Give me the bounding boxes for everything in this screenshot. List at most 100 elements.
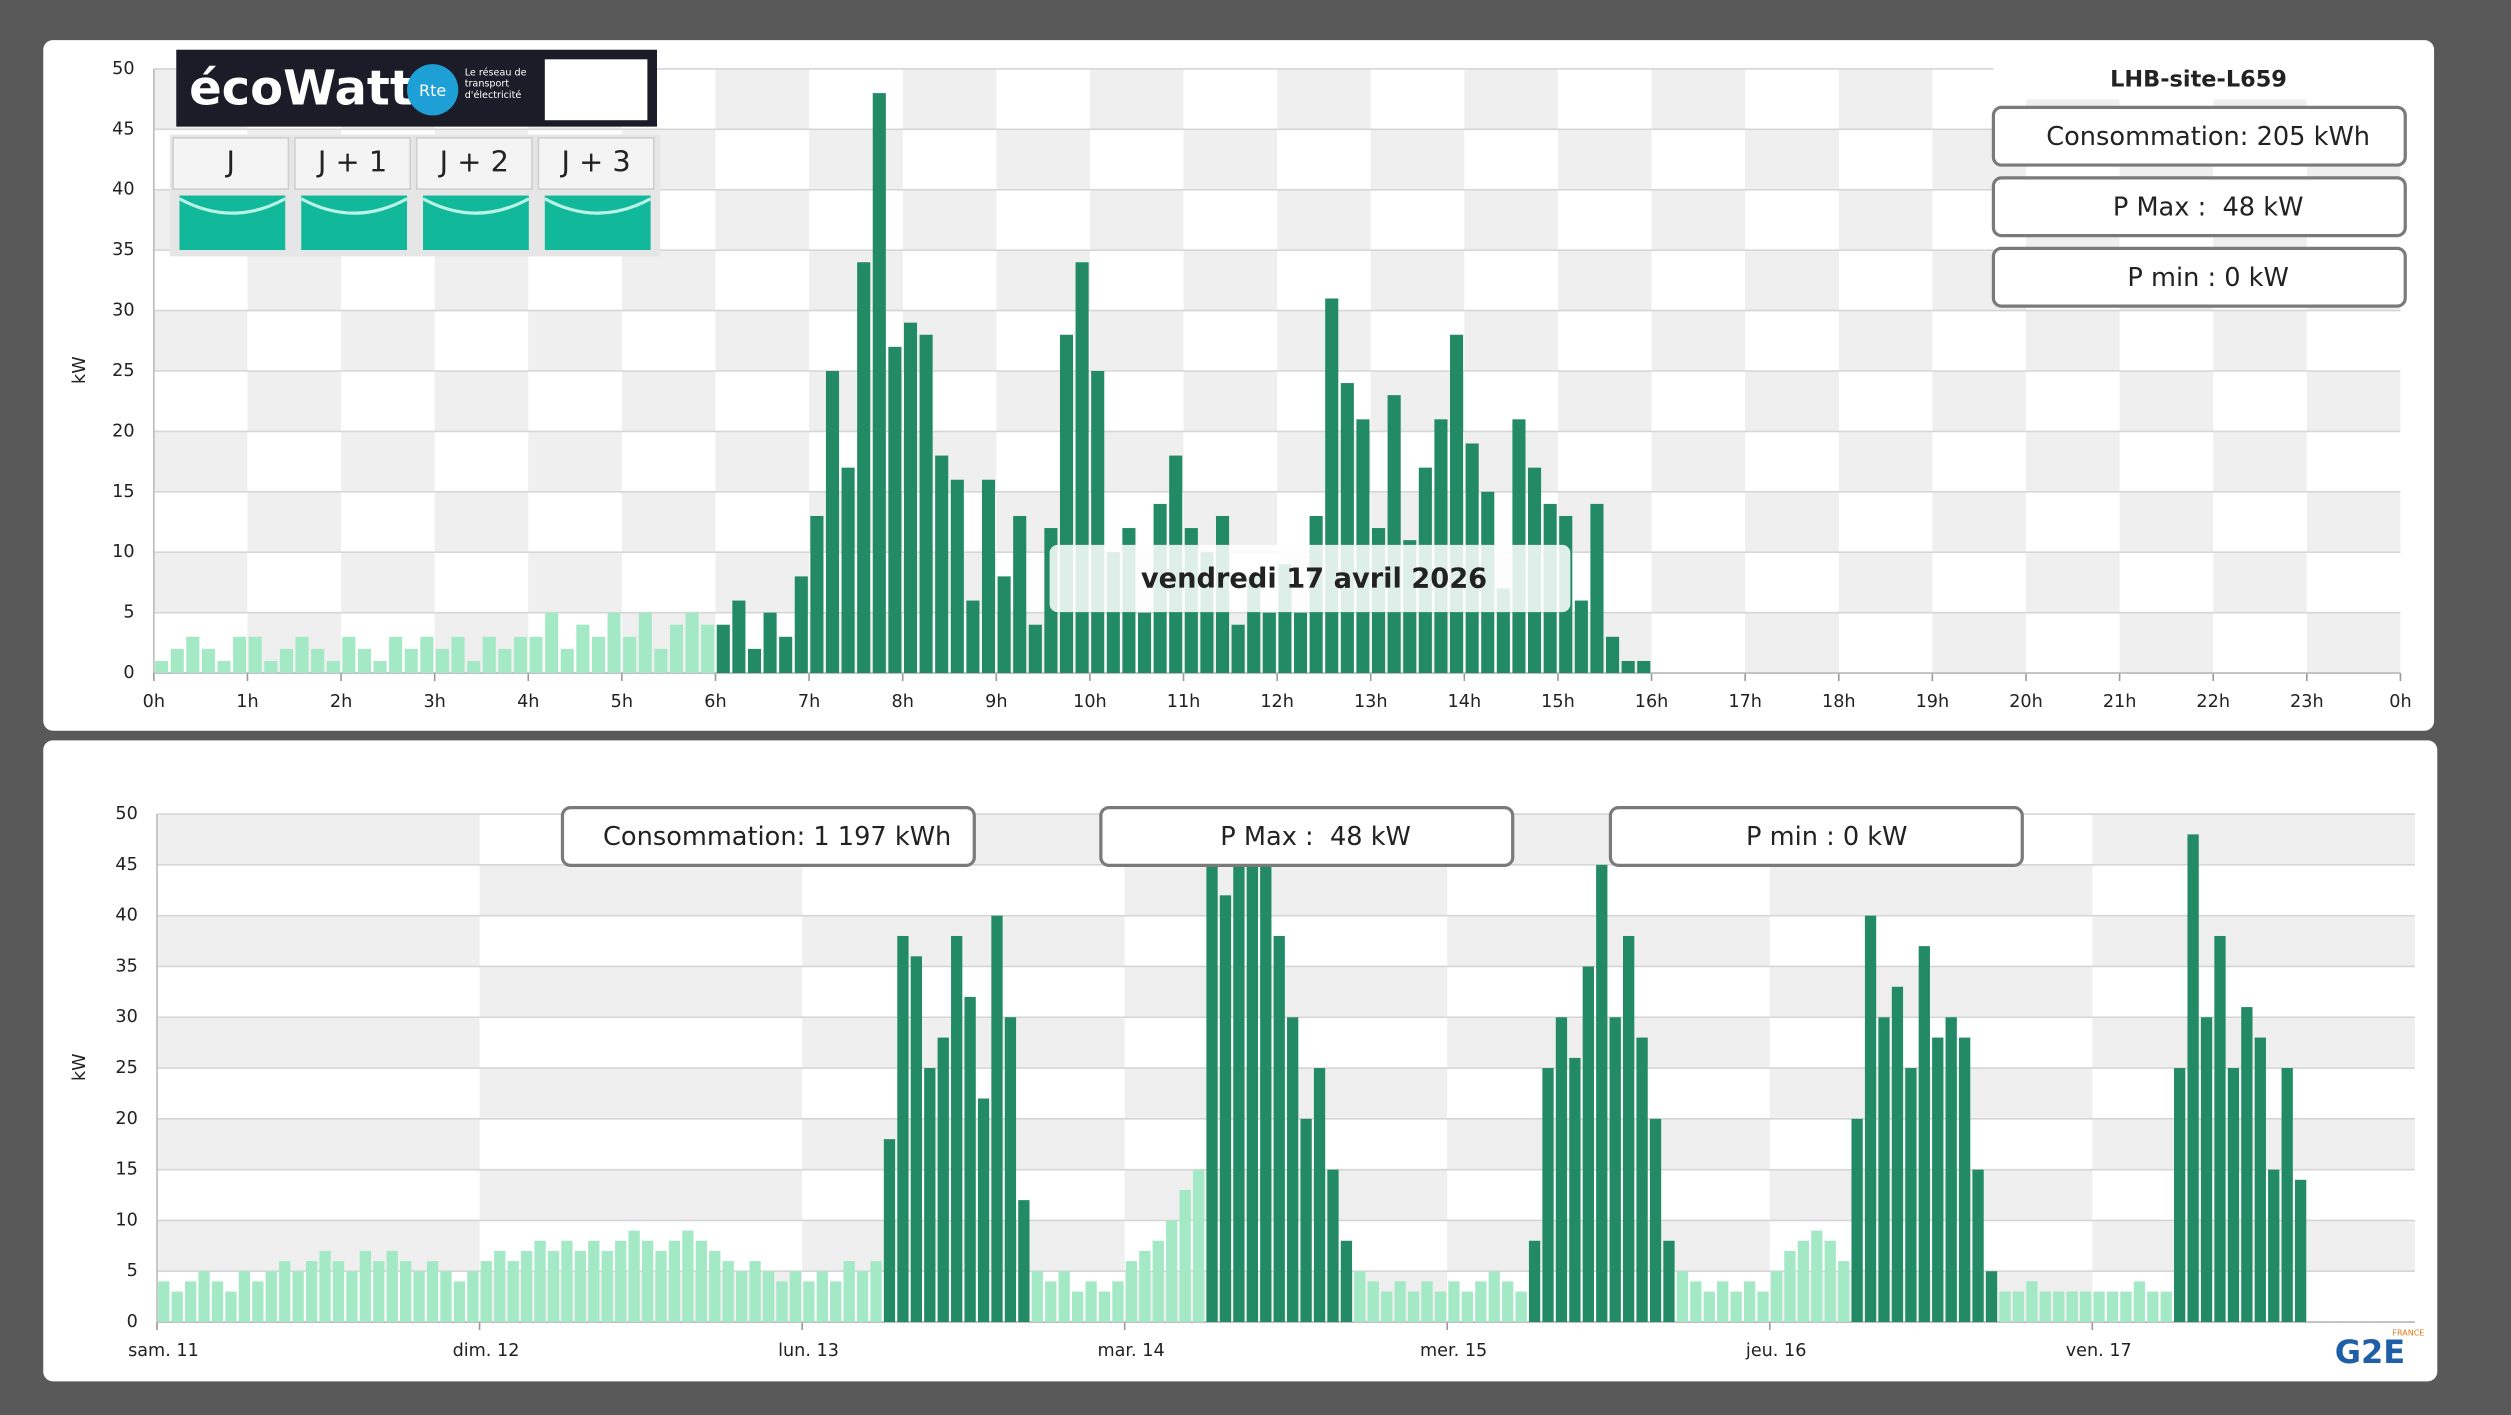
bar — [311, 648, 325, 674]
bar — [279, 1261, 291, 1323]
bar — [981, 479, 996, 674]
x-tick-label: 14h — [1448, 692, 1482, 712]
y-tick-label: 40 — [115, 906, 137, 926]
x-tick-label: 12h — [1260, 692, 1294, 712]
bar — [1152, 1240, 1164, 1323]
stat-box — [1991, 246, 2407, 308]
x-tick-label: 21h — [2103, 692, 2137, 712]
x-tick-label: sam. 11 — [128, 1341, 199, 1361]
bar — [1340, 383, 1354, 674]
grid-cell — [621, 250, 716, 311]
bar — [217, 660, 231, 674]
day-wave — [300, 197, 408, 215]
grid-cell — [1932, 612, 2026, 674]
y-tick-label: 50 — [115, 804, 137, 824]
bar — [413, 1271, 425, 1323]
bar — [789, 1271, 802, 1323]
bar — [1958, 1037, 1971, 1323]
bar — [2079, 1291, 2092, 1323]
bar — [709, 1250, 721, 1323]
y-tick-label: 25 — [115, 1058, 137, 1078]
bar — [2281, 1068, 2293, 1323]
grid-cell — [157, 1118, 480, 1170]
bar — [158, 1281, 170, 1323]
grid-cell — [1838, 552, 1933, 613]
stat-text: P min : 0 kW — [2127, 263, 2288, 293]
bar — [211, 1281, 224, 1323]
grid-cell — [902, 552, 997, 613]
bar — [1231, 624, 1245, 674]
bar — [910, 956, 923, 1323]
bar — [1932, 1037, 1944, 1323]
bar — [248, 636, 262, 674]
bar — [722, 1261, 734, 1323]
grid-cell — [2092, 915, 2415, 967]
bar — [252, 1281, 264, 1323]
grid-cell — [1557, 250, 1652, 311]
x-tick-label: 1h — [236, 692, 258, 712]
bar — [779, 636, 793, 674]
day-header — [415, 137, 533, 190]
day-label: J + 3 — [559, 144, 630, 178]
x-tick-label: 16h — [1635, 692, 1669, 712]
bar — [2227, 1068, 2240, 1323]
grid-cell — [2213, 552, 2307, 613]
day-signal — [301, 195, 408, 251]
grid-cell — [479, 966, 803, 1018]
bar — [2012, 1291, 2025, 1323]
bar — [1770, 1271, 1783, 1323]
grid-cell — [1277, 189, 1371, 251]
y-tick-label: 40 — [112, 180, 134, 200]
bar — [1434, 1291, 1447, 1323]
grid-cell — [996, 612, 1090, 674]
grid-cell — [1651, 68, 1746, 130]
grid-cell — [1447, 1118, 1770, 1170]
rte-logo — [407, 64, 459, 116]
x-tick-label: 17h — [1728, 692, 1762, 712]
bar — [1421, 1281, 1433, 1323]
bar — [1125, 1261, 1138, 1323]
bar — [1313, 1068, 1326, 1323]
bar — [1246, 854, 1258, 1323]
bar — [451, 636, 465, 674]
rte-text: Rte — [419, 81, 446, 100]
grid-cell — [434, 370, 529, 432]
y-tick-label: 45 — [112, 119, 134, 139]
grid-cell — [902, 431, 997, 492]
bar — [1717, 1281, 1729, 1323]
grid-cell — [153, 431, 248, 492]
day-wave — [178, 197, 286, 215]
bar — [2120, 1291, 2132, 1323]
y-tick-label: 10 — [112, 542, 134, 562]
bar — [184, 1281, 197, 1323]
bar — [292, 1271, 304, 1323]
grid-cell — [1464, 189, 1558, 251]
grid-cell — [621, 491, 716, 553]
bar — [1071, 1291, 1084, 1323]
bar — [654, 648, 668, 674]
bar — [1574, 600, 1588, 674]
bar — [588, 1240, 600, 1323]
bar — [1381, 1291, 1393, 1323]
bar — [576, 624, 590, 674]
bar — [1999, 1291, 2011, 1323]
x-tick-label: 6h — [704, 692, 726, 712]
bar — [1394, 1281, 1406, 1323]
grid-cell — [2092, 814, 2415, 865]
grid-cell — [2306, 612, 2401, 674]
bar — [2187, 834, 2199, 1323]
bar — [1730, 1291, 1742, 1323]
grid-cell — [157, 1017, 480, 1069]
bar — [1797, 1240, 1810, 1323]
grid-cell — [1183, 370, 1278, 432]
stat-box — [1608, 806, 2024, 867]
bar — [2214, 935, 2226, 1323]
bar — [1590, 503, 1604, 674]
bar — [1637, 660, 1651, 674]
bar — [238, 1271, 251, 1323]
day-signal — [544, 195, 651, 251]
x-tick-label: 0h — [2389, 692, 2411, 712]
bar — [857, 262, 871, 674]
bar — [1606, 636, 1620, 674]
day-label: J — [224, 144, 235, 178]
